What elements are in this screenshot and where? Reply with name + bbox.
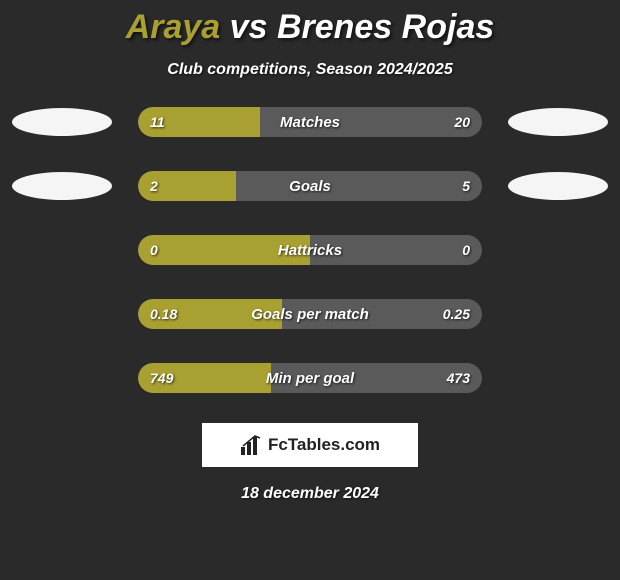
stat-bar-left [138,235,310,265]
brand-text: FcTables.com [268,435,380,455]
subtitle: Club competitions, Season 2024/2025 [0,61,620,79]
team-badge-left [12,108,112,136]
stat-bar-right [310,235,482,265]
team-badge-right [508,108,608,136]
stat-row: 749473Min per goal [0,355,620,401]
stat-row: 0.180.25Goals per match [0,291,620,337]
team-badge-right [508,172,608,200]
comparison-title: Araya vs Brenes Rojas [0,0,620,47]
stat-bar: 1120Matches [138,107,482,137]
stat-bar: 749473Min per goal [138,363,482,393]
stat-row: 1120Matches [0,99,620,145]
stat-bar: 00Hattricks [138,235,482,265]
stat-row: 25Goals [0,163,620,209]
stat-bar-left [138,107,260,137]
stat-bar-left [138,363,271,393]
stat-bar-right [282,299,482,329]
stat-bar: 25Goals [138,171,482,201]
stat-bar-right [260,107,482,137]
stat-bar: 0.180.25Goals per match [138,299,482,329]
brand-box[interactable]: FcTables.com [202,423,418,467]
stat-bar-left [138,171,236,201]
team-badge-left [12,172,112,200]
stat-bar-left [138,299,282,329]
player2-name: Brenes Rojas [277,8,494,46]
stat-row: 00Hattricks [0,227,620,273]
stat-bar-right [236,171,482,201]
vs-text: vs [230,8,268,46]
chart-icon [240,435,262,455]
stats-rows: 1120Matches 25Goals 00Hattricks 0.180.25Goa… [0,99,620,401]
player1-name: Araya [126,8,221,46]
date-text: 18 december 2024 [0,485,620,503]
stat-bar-right [271,363,482,393]
